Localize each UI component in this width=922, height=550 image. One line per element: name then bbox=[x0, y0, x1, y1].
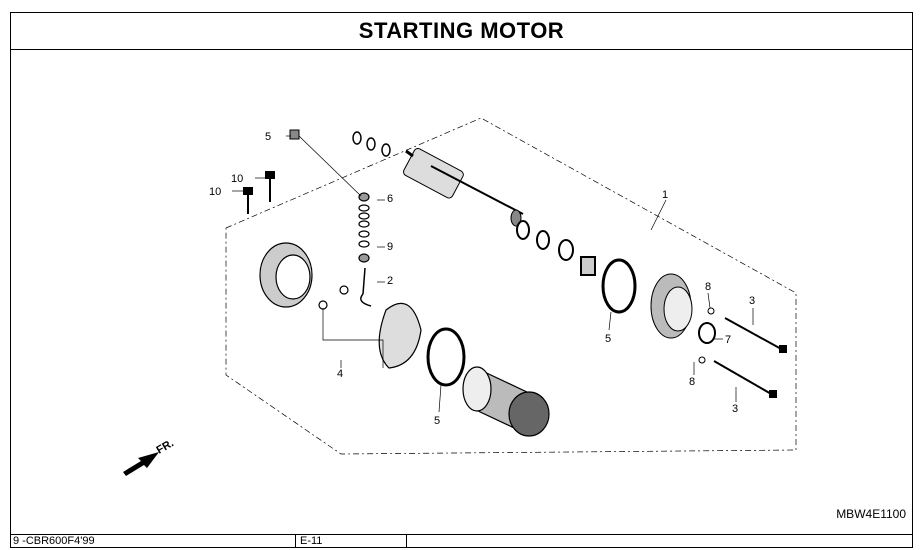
armature bbox=[403, 147, 524, 227]
callout-9: 9 bbox=[387, 241, 393, 253]
o-ring-rear bbox=[601, 258, 637, 314]
washer-stack bbox=[358, 192, 370, 263]
footer: 9 -CBR600F4'99 E-11 bbox=[11, 534, 912, 547]
brush-holder bbox=[378, 302, 422, 369]
washer-upper bbox=[707, 307, 715, 315]
callout-3-lower: 3 bbox=[732, 403, 738, 415]
callout-10-lower: 10 bbox=[209, 186, 221, 198]
rear-cover bbox=[650, 273, 693, 339]
callout-5-nut: 5 bbox=[265, 131, 271, 143]
callout-7: 7 bbox=[725, 334, 731, 346]
callout-8-upper: 8 bbox=[705, 281, 711, 293]
callout-2: 2 bbox=[387, 275, 393, 287]
front-cover bbox=[259, 242, 313, 308]
brush-springs bbox=[318, 285, 349, 310]
long-bolts bbox=[713, 317, 787, 398]
callout-5-front-oring: 5 bbox=[434, 415, 440, 427]
callout-6: 6 bbox=[387, 193, 393, 205]
footer-model: 9 -CBR600F4'99 bbox=[13, 535, 95, 547]
terminal-nut bbox=[289, 129, 300, 140]
footer-page: E-11 bbox=[295, 535, 407, 547]
callout-8-lower: 8 bbox=[689, 376, 695, 388]
washer-set-right bbox=[516, 220, 596, 276]
diagram-frame: STARTING MOTOR bbox=[10, 12, 913, 548]
exploded-view-diagram: FR. 1 2 3 3 4 5 5 5 6 7 8 8 9 10 10 bbox=[123, 117, 797, 476]
motor-case bbox=[462, 366, 550, 437]
drawing-code: MBW4E1100 bbox=[836, 507, 906, 521]
callout-5-rear-oring: 5 bbox=[605, 333, 611, 345]
assembly-outline bbox=[225, 117, 797, 455]
page-title: STARTING MOTOR bbox=[11, 13, 912, 50]
washer-set-top bbox=[352, 131, 391, 157]
callout-4: 4 bbox=[337, 368, 343, 380]
callout-3-upper: 3 bbox=[749, 295, 755, 307]
front-direction-arrow bbox=[123, 452, 159, 476]
o-ring-front bbox=[426, 327, 466, 387]
direction-label: FR. bbox=[155, 437, 176, 456]
o-ring-small bbox=[698, 322, 716, 344]
terminal-bolt bbox=[360, 267, 372, 307]
mounting-bolts bbox=[243, 171, 275, 214]
callout-1: 1 bbox=[662, 189, 668, 201]
washer-lower bbox=[698, 356, 706, 364]
callout-10-upper: 10 bbox=[231, 173, 243, 185]
